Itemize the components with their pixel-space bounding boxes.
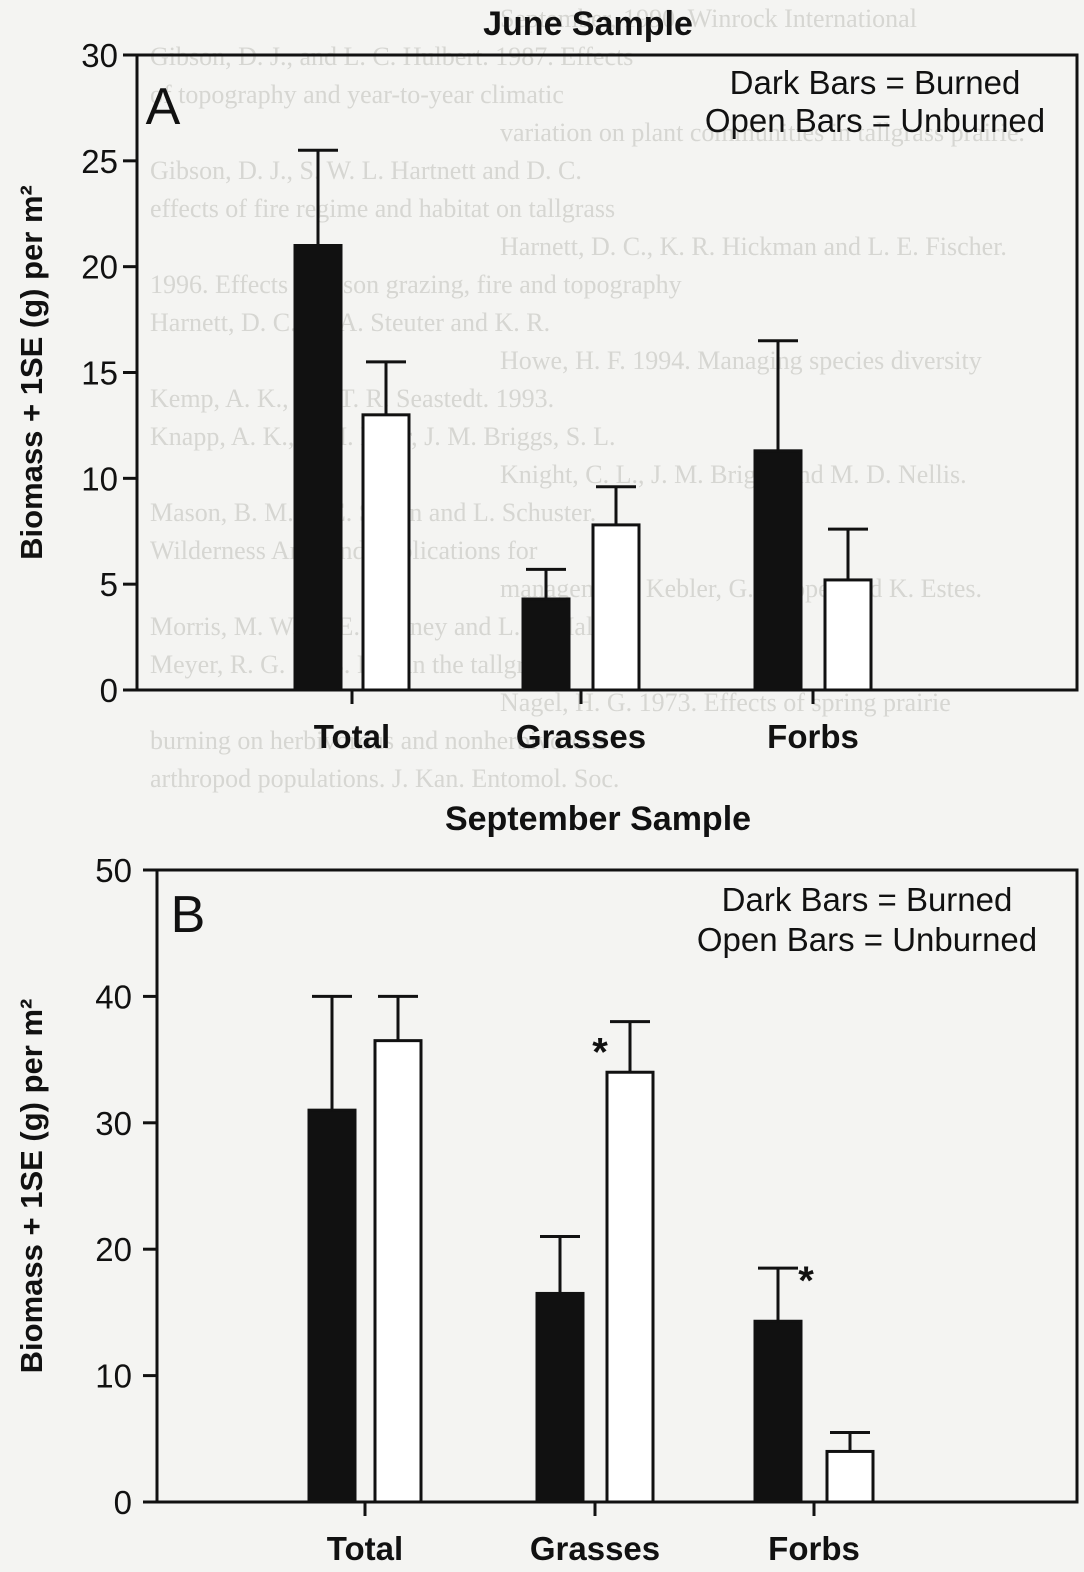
y-tick-label: 15 (81, 355, 118, 392)
background-text-line: Meyer, R. G. 1993. Fire in the tallgrass (150, 650, 557, 679)
background-text-line: September, 1990. Winrock International (500, 4, 917, 33)
bar-burned (307, 1108, 357, 1504)
chart-title: June Sample (483, 5, 693, 43)
background-text-line: Gibson, D. J., S. W. L. Hartnett and D. … (150, 156, 582, 185)
background-text-line: management. Kebler, G. Hooper and K. Est… (500, 574, 982, 603)
background-text-line: Wilderness Area and implications for (150, 536, 538, 565)
bar-unburned (591, 523, 641, 692)
category-label: Forbs (767, 718, 859, 755)
background-text-line: variation on plant communities in tallgr… (500, 118, 1025, 147)
panel-label: A (146, 78, 181, 136)
legend-entry: Open Bars = Unburned (705, 102, 1045, 139)
significance-marker: * (592, 1031, 608, 1075)
y-tick-label: 0 (100, 672, 118, 709)
background-text-line: Harnett, D. C., A. A. Steuter and K. R. (150, 308, 551, 337)
y-axis-label: Biomass + 1SE (g) per m² (14, 185, 49, 560)
significance-marker: * (798, 1259, 814, 1303)
y-tick-label: 10 (81, 460, 118, 497)
background-text-line: Kemp, A. K., and T. R. Seastedt. 1993. (150, 384, 555, 413)
background-text-line: Harnett, D. C., K. R. Hickman and L. E. … (500, 232, 1007, 261)
category-label: Total (327, 1530, 403, 1567)
background-text-line: effects of fire regime and habitat on ta… (150, 194, 616, 223)
background-text-line: of topography and year-to-year climatic (150, 80, 564, 109)
bar-unburned (605, 1070, 655, 1504)
legend-entry: Open Bars = Unburned (697, 921, 1037, 958)
y-tick-label: 5 (100, 566, 118, 603)
legend-entry: Dark Bars = Burned (722, 881, 1013, 918)
category-label: Grasses (530, 1530, 660, 1567)
bar-unburned (361, 413, 411, 692)
category-label: Total (314, 718, 390, 755)
y-axis-label: Biomass + 1SE (g) per m² (14, 999, 49, 1374)
bar-unburned (823, 578, 873, 692)
bar-burned (521, 597, 571, 692)
bar-burned (535, 1291, 585, 1504)
y-tick-label: 20 (81, 249, 118, 286)
legend-entry: Dark Bars = Burned (730, 64, 1021, 101)
category-label: Forbs (768, 1530, 860, 1567)
y-tick-label: 40 (95, 978, 132, 1015)
bar-burned (753, 1319, 803, 1504)
y-tick-label: 30 (95, 1105, 132, 1142)
bar-unburned (825, 1449, 875, 1504)
y-tick-label: 50 (95, 852, 132, 889)
y-tick-label: 25 (81, 143, 118, 180)
y-tick-label: 0 (114, 1484, 132, 1521)
y-tick-label: 30 (81, 37, 118, 74)
background-text-line: 1996. Effects of bison grazing, fire and… (150, 270, 682, 299)
background-text-line: Knight, C. L., J. M. Briggs and M. D. Ne… (500, 460, 967, 489)
bar-burned (753, 449, 803, 692)
bar-unburned (373, 1039, 423, 1504)
bar-burned (293, 244, 343, 692)
background-text-line: arthropod populations. J. Kan. Entomol. … (150, 764, 620, 793)
y-tick-label: 10 (95, 1358, 132, 1395)
chart-title: September Sample (445, 800, 751, 838)
background-text-line: Howe, H. F. 1994. Managing species diver… (500, 346, 982, 375)
panel-label: B (171, 886, 206, 944)
background-text-line: Nagel, H. G. 1973. Effects of spring pra… (500, 688, 951, 717)
background-text-line: burning on herbivorous and nonherbivorou… (150, 726, 608, 755)
y-tick-label: 20 (95, 1231, 132, 1268)
category-label: Grasses (516, 718, 646, 755)
